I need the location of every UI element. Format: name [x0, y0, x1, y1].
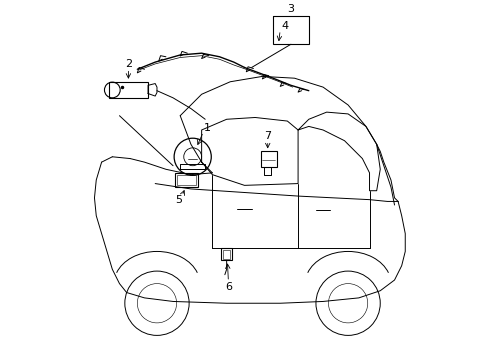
Text: 7: 7: [264, 131, 271, 141]
Bar: [108, 82, 148, 98]
Bar: [221, 248, 231, 260]
Bar: [272, 16, 308, 44]
Text: 6: 6: [224, 282, 231, 292]
Bar: [176, 175, 196, 185]
Bar: [260, 152, 276, 167]
Bar: [223, 249, 230, 258]
Text: 5: 5: [175, 195, 182, 204]
Text: 4: 4: [281, 21, 287, 31]
Bar: [175, 173, 198, 187]
Text: 3: 3: [287, 4, 294, 14]
Text: 1: 1: [203, 123, 210, 133]
Text: 2: 2: [124, 59, 132, 69]
